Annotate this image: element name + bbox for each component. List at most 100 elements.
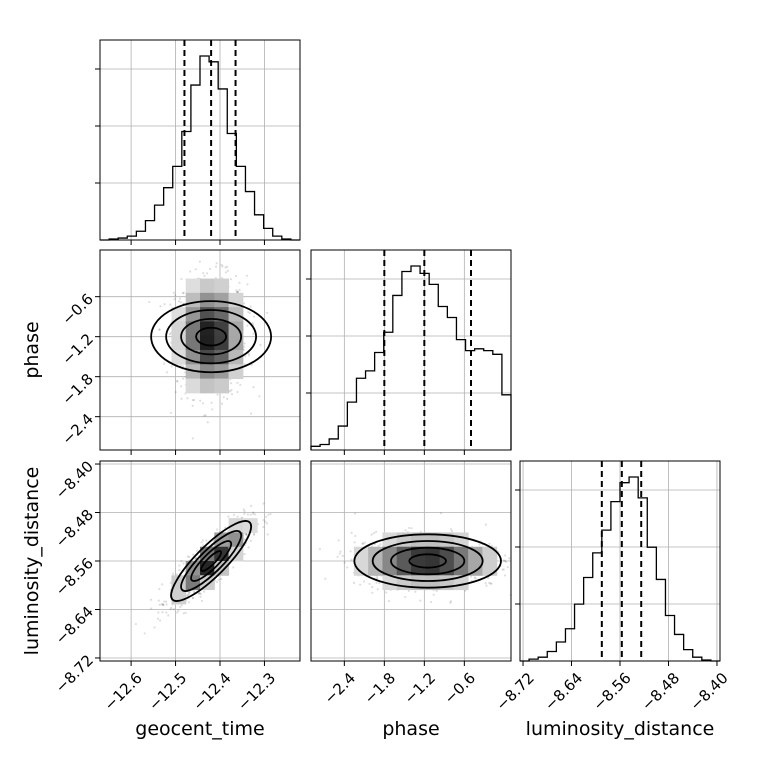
scatter-point [352,581,356,584]
density-cell [382,532,398,548]
scatter-point [191,437,194,440]
y-tick-label-luminosity_distance: −8.64 [52,603,97,648]
scatter-point [198,592,201,595]
scatter-point [359,583,362,586]
x-tick-label-luminosity_distance: −8.48 [638,669,683,714]
density-cell [468,546,483,562]
density-cell [185,364,201,380]
x-tick-label-phase: −2.4 [321,669,359,707]
x-axis-label-phase: phase [382,718,439,740]
scatter-point [243,553,246,556]
scatter-point [258,395,261,398]
scatter-point [516,576,518,578]
scatter-point [230,393,234,396]
scatter-point [215,262,218,265]
scatter-point [410,527,413,530]
scatter-point [478,543,481,546]
density-cell [200,378,215,394]
scatter-point [197,592,200,595]
scatter-point [212,540,215,543]
scatter-point [439,512,443,515]
scatter-point [361,542,364,545]
scatter-point [226,530,230,533]
contour-3 [150,300,273,374]
scatter-point [226,269,230,272]
scatter-point [158,588,161,591]
scatter-point [372,532,376,535]
scatter-point [180,277,183,281]
scatter-point [349,550,352,553]
scatter-point [449,600,453,603]
scatter-point [506,565,509,569]
scatter-point [191,404,194,407]
scatter-point [246,324,249,327]
scatter-point [238,288,241,292]
scatter-point [165,371,169,374]
density-cell [185,292,201,308]
scatter-point [165,600,168,603]
scatter-point [198,558,201,561]
scatter-point [243,512,246,515]
scatter-point [202,590,206,593]
scatter-point [247,354,251,357]
scatter-point [173,298,176,301]
scatter-point [187,593,190,596]
x-tick-label-geocent_time: −12.6 [101,669,146,714]
scatter-point [161,611,164,614]
joint-panel-geocent_time-luminosity_distance [95,460,301,666]
scatter-point [186,555,189,558]
scatter-point [172,291,176,294]
scatter-point [198,591,201,594]
density-cell [453,546,469,562]
density-cell [185,378,201,394]
scatter-point [158,328,161,331]
scatter-point [169,411,172,415]
scatter-point [200,541,203,544]
scatter-point [515,562,517,564]
density-cell [382,546,398,562]
scatter-point [169,581,172,584]
scatter-point [518,561,520,563]
scatter-point [235,290,239,293]
scatter-point [407,589,410,592]
contour-2 [165,309,258,365]
scatter-point [484,523,487,526]
scatter-point [201,539,205,542]
scatter-point [214,265,218,268]
scatter-point [159,305,162,308]
density-cell [214,292,230,308]
scatter-point [375,576,379,580]
density-cell [425,532,441,548]
scatter-point [252,385,255,389]
scatter-point [371,591,374,594]
scatter-point [262,502,265,505]
scatter-point [338,552,341,555]
scatter-point [226,397,229,401]
scatter-point [186,594,189,597]
density-cell [214,561,230,576]
scatter-point [194,268,197,271]
x-tick-label-luminosity_distance: −8.56 [590,669,635,714]
scatter-point [265,522,269,525]
x-tick-label-phase: −1.2 [401,669,439,707]
scatter-point [245,274,249,277]
y-tick-label-luminosity_distance: −8.56 [52,554,97,599]
scatter-point [227,515,230,518]
scatter-point [184,611,187,614]
scatter-point [363,541,366,544]
y-tick-label-phase: −1.2 [59,330,97,368]
density-cell [411,575,426,591]
scatter-point [266,311,269,314]
scatter-point [162,603,165,606]
scatter-point [208,267,212,270]
scatter-point [262,525,265,529]
scatter-point [473,576,476,579]
scatter-point [245,533,248,536]
x-tick-label-geocent_time: −12.5 [145,669,190,714]
panel-frame [310,249,512,451]
scatter-point [177,609,180,612]
scatter-point [485,584,488,587]
scatter-point [222,396,225,399]
scatter-point [150,607,153,610]
scatter-point [346,566,349,569]
